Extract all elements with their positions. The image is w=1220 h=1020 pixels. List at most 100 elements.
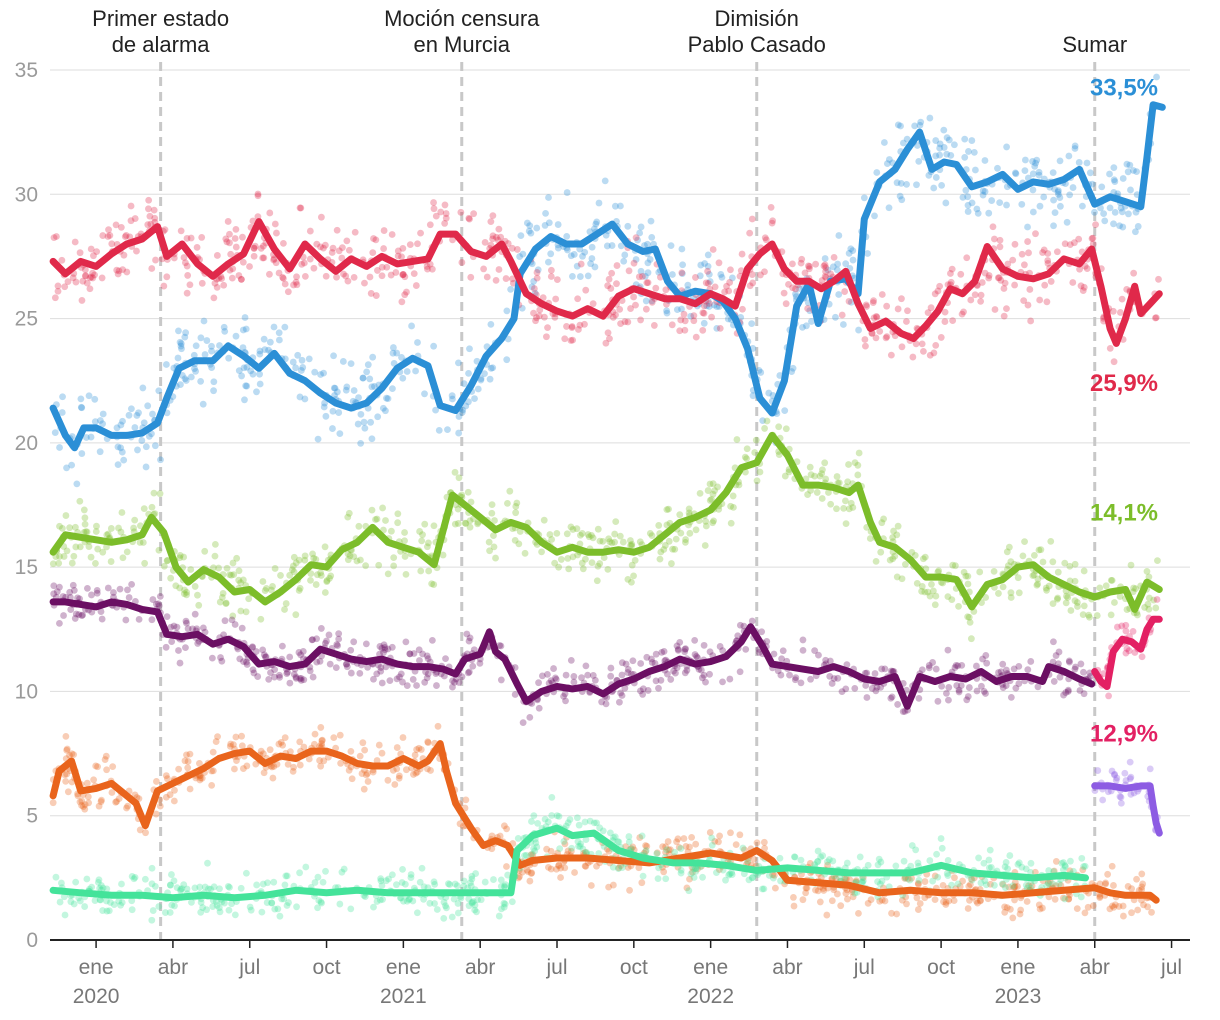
- poll-dot: [1120, 912, 1127, 920]
- poll-dot: [273, 229, 280, 237]
- poll-dot: [78, 797, 86, 805]
- poll-dot: [528, 851, 536, 858]
- poll-dot: [785, 280, 792, 288]
- poll-dot: [199, 400, 207, 408]
- poll-dot: [1022, 865, 1030, 873]
- poll-dot: [715, 838, 722, 846]
- poll-dot: [180, 881, 188, 889]
- poll-dot: [124, 802, 132, 810]
- poll-dot: [977, 298, 985, 305]
- poll-dot: [284, 288, 292, 296]
- poll-dot: [378, 882, 386, 889]
- poll-dot: [207, 885, 214, 893]
- poll-dot: [281, 323, 289, 331]
- poll-dot: [1122, 621, 1130, 629]
- poll-dot: [108, 240, 116, 248]
- poll-dot: [218, 657, 226, 665]
- poll-dot: [208, 654, 216, 662]
- poll-dot: [191, 365, 198, 372]
- poll-dot: [317, 625, 325, 632]
- poll-dot: [606, 335, 613, 343]
- poll-dot: [700, 641, 708, 649]
- poll-dot: [1015, 859, 1023, 867]
- poll-dot: [920, 348, 927, 355]
- poll-dot: [151, 882, 159, 890]
- poll-dot: [406, 241, 414, 249]
- poll-dot: [163, 273, 171, 281]
- poll-dot: [264, 879, 271, 887]
- poll-dot: [222, 600, 230, 608]
- poll-dot: [708, 313, 715, 321]
- poll-dot: [389, 766, 397, 774]
- poll-dot: [226, 239, 233, 247]
- poll-dot: [183, 289, 191, 297]
- poll-dot: [261, 587, 269, 594]
- poll-dot: [665, 850, 673, 858]
- poll-dot: [1066, 241, 1074, 249]
- poll-dot: [228, 274, 236, 282]
- poll-dot: [956, 883, 964, 890]
- poll-dot: [636, 538, 644, 546]
- poll-dot: [1043, 882, 1051, 889]
- poll-dot: [481, 370, 488, 378]
- poll-dot: [1002, 682, 1010, 690]
- poll-dot: [696, 272, 704, 280]
- poll-dot: [557, 874, 564, 881]
- poll-dot: [71, 238, 79, 246]
- poll-dot: [655, 522, 663, 529]
- poll-dot: [465, 369, 472, 377]
- poll-dot: [405, 896, 413, 904]
- poll-dot: [960, 308, 967, 316]
- poll-dot: [842, 889, 850, 897]
- poll-dot: [951, 874, 958, 882]
- poll-dot: [968, 875, 975, 883]
- poll-dot: [765, 872, 773, 879]
- poll-dot: [1041, 281, 1049, 289]
- poll-dot: [842, 685, 850, 693]
- poll-dot: [940, 898, 947, 906]
- poll-dot: [553, 529, 561, 537]
- poll-dot: [552, 674, 559, 682]
- poll-dot: [127, 202, 135, 210]
- poll-dot: [959, 193, 967, 201]
- poll-dot: [567, 523, 575, 531]
- poll-dot: [500, 903, 508, 911]
- poll-dot: [336, 900, 344, 908]
- poll-dot: [950, 141, 958, 149]
- poll-dot: [776, 854, 784, 862]
- poll-dot: [58, 256, 66, 264]
- poll-dot: [487, 364, 495, 372]
- poll-dot: [742, 645, 750, 653]
- poll-dot: [678, 269, 686, 277]
- poll-dot: [384, 570, 392, 578]
- poll-dot: [921, 894, 929, 902]
- poll-dot: [663, 307, 670, 315]
- poll-dot: [317, 569, 324, 577]
- poll-dot: [373, 757, 381, 764]
- poll-dot: [297, 204, 305, 212]
- poll-dot: [149, 596, 157, 603]
- poll-dot: [55, 559, 63, 567]
- poll-dot: [847, 298, 855, 306]
- poll-dot: [61, 283, 69, 291]
- poll-dot: [1084, 903, 1092, 911]
- poll-dot: [52, 873, 60, 881]
- poll-dot: [748, 215, 756, 223]
- poll-dot: [826, 657, 834, 665]
- poll-dot: [636, 229, 644, 237]
- poll-dot: [398, 298, 406, 306]
- poll-dot: [180, 590, 188, 598]
- poll-dot: [194, 591, 201, 599]
- poll-dot: [807, 487, 814, 494]
- poll-dot: [97, 896, 104, 904]
- poll-dot: [488, 845, 496, 853]
- poll-dot: [382, 407, 389, 415]
- poll-dot: [274, 905, 282, 913]
- poll-dot: [1077, 660, 1085, 668]
- poll-dot: [569, 553, 577, 561]
- poll-dot: [547, 865, 555, 873]
- poll-dot: [401, 553, 409, 560]
- poll-dot: [432, 670, 440, 678]
- poll-dot: [200, 317, 208, 325]
- poll-dot: [213, 283, 221, 291]
